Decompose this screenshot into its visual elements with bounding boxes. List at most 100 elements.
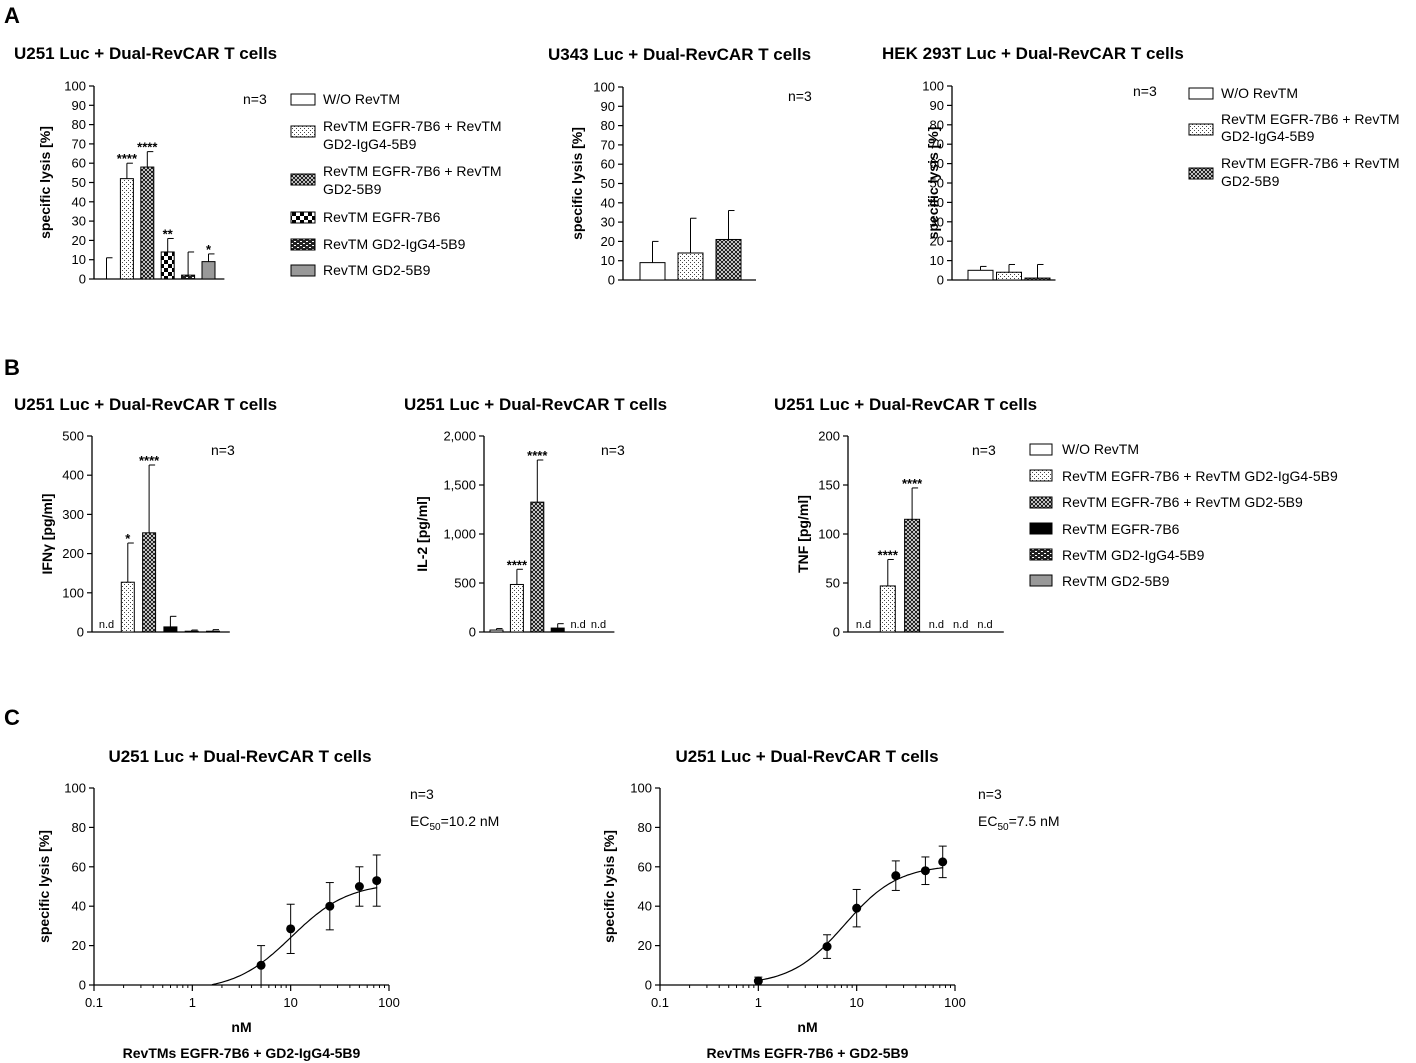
panel-label-c: C [4, 705, 20, 730]
not-detected-label: n.d [99, 619, 114, 631]
y-tick-label: 100 [64, 79, 86, 94]
legend-swatch-egfr-igg4 [1029, 469, 1053, 482]
chart-c1-dose-response-igg4: U251 Luc + Dual-RevCAR T cells n=3 EC50=10… [36, 747, 499, 1061]
y-tick-label: 40 [72, 899, 86, 914]
n-label: n=3 [1133, 83, 1157, 99]
bar [509, 583, 524, 633]
x-tick-label: 0.1 [85, 995, 103, 1010]
legend-label-wo: W/O RevTM [1062, 441, 1139, 457]
y-tick-label: 100 [630, 781, 652, 796]
significance-label: * [206, 242, 212, 257]
legend-swatch-wo [290, 93, 316, 106]
bar [550, 627, 565, 633]
bar [715, 238, 742, 281]
legend-a3: W/O RevTM RevTM EGFR-7B6 + RevTM GD2-IgG… [1188, 85, 1400, 189]
y-tick-label: 80 [601, 118, 615, 133]
data-point [852, 903, 862, 913]
y-tick-label: 60 [601, 157, 615, 172]
legend-swatch-egfr [290, 211, 316, 224]
y-tick-label: 30 [601, 215, 615, 230]
x-axis-subtitle: RevTMs EGFR-7B6 + GD2-5B9 [707, 1045, 909, 1061]
bar [163, 626, 178, 633]
chart-title: U251 Luc + Dual-RevCAR T cells [108, 747, 371, 766]
y-tick-label: 1,000 [443, 527, 476, 542]
n-label: n=3 [601, 442, 625, 458]
y-tick-label: 50 [72, 175, 86, 190]
legend-label-egfr-igg4-line2: GD2-IgG4-5B9 [323, 136, 417, 152]
legend-label-wo: W/O RevTM [1221, 85, 1298, 101]
y-tick-label: 500 [62, 429, 84, 444]
significance-label: **** [878, 547, 899, 562]
bar [119, 178, 134, 280]
y-tick-label: 100 [818, 527, 840, 542]
not-detected-label: n.d [570, 619, 585, 631]
x-tick-label: 10 [283, 995, 297, 1010]
n-label: n=3 [972, 442, 996, 458]
legend-swatch-egfr-5b9 [1029, 496, 1053, 509]
panel-label-a: A [4, 3, 20, 28]
bar [530, 501, 545, 633]
legend-a1: W/O RevTM RevTM EGFR-7B6 + RevTM GD2-IgG… [290, 91, 502, 278]
legend-label-egfr: RevTM EGFR-7B6 [1062, 521, 1180, 537]
data-point [325, 901, 335, 911]
significance-label: **** [139, 453, 160, 468]
data-point [920, 866, 930, 876]
y-tick-label: 20 [601, 234, 615, 249]
y-tick-label: 70 [930, 137, 944, 152]
legend-label-gd2: RevTM GD2-5B9 [323, 262, 431, 278]
chart-title: U251 Luc + Dual-RevCAR T cells [774, 395, 1037, 414]
y-tick-label: 60 [72, 156, 86, 171]
y-tick-label: 20 [638, 938, 652, 953]
not-detected-label: n.d [856, 619, 871, 631]
y-tick-label: 70 [601, 137, 615, 152]
data-point [372, 876, 382, 886]
y-tick-label: 90 [930, 98, 944, 113]
x-axis-subtitle: RevTMs EGFR-7B6 + GD2-IgG4-5B9 [123, 1045, 361, 1061]
y-tick-label: 40 [601, 195, 615, 210]
chart-title: HEK 293T Luc + Dual-RevCAR T cells [882, 44, 1184, 63]
y-tick-label: 500 [454, 576, 476, 591]
legend-swatch-egfr [1029, 522, 1053, 535]
legend-label-egfr-igg4-line2: GD2-IgG4-5B9 [1221, 128, 1315, 144]
bar [140, 166, 155, 280]
bar [489, 629, 504, 633]
y-tick-label: 0 [77, 625, 84, 640]
y-tick-label: 40 [638, 899, 652, 914]
y-tick-label: 70 [72, 136, 86, 151]
y-axis-label: TNF [pg/ml] [795, 495, 811, 573]
legend-swatch-wo [1188, 87, 1214, 100]
y-axis-label: IL-2 [pg/ml] [414, 496, 430, 571]
n-label: n=3 [243, 91, 267, 107]
not-detected-label: n.d [953, 619, 968, 631]
legend-swatch-egfr-igg4 [290, 125, 316, 138]
legend-swatch-igg4 [1029, 548, 1053, 561]
bar [142, 532, 157, 633]
chart-a2-u343-lysis: U343 Luc + Dual-RevCAR T cells n=3 0 10 20 30… [548, 45, 812, 288]
y-tick-label: 300 [62, 507, 84, 522]
chart-b1-ifng: U251 Luc + Dual-RevCAR T cells n=3 0 100 200… [14, 395, 277, 640]
n-label: n=3 [211, 442, 235, 458]
y-tick-label: 0 [645, 978, 652, 993]
legend-label-egfr-5b9-line1: RevTM EGFR-7B6 + RevTM [1221, 155, 1400, 171]
y-axis-label: specific lysis [%] [569, 127, 585, 240]
bar [1024, 277, 1051, 281]
chart-b3-tnf: U251 Luc + Dual-RevCAR T cells n=3 0 50 100 1… [774, 395, 1037, 640]
legend-swatch-egfr-5b9 [1188, 167, 1214, 180]
chart-title: U343 Luc + Dual-RevCAR T cells [548, 45, 811, 64]
x-tick-label: 100 [378, 995, 400, 1010]
bar [120, 581, 135, 633]
data-point [822, 942, 832, 952]
legend-swatch-egfr-igg4 [1188, 123, 1214, 136]
x-tick-label: 1 [189, 995, 196, 1010]
x-tick-label: 100 [944, 995, 966, 1010]
y-axis-label: IFNγ [pg/ml] [39, 494, 55, 575]
legend-label-igg4: RevTM GD2-IgG4-5B9 [323, 236, 466, 252]
legend-label-egfr-igg4-line1: RevTM EGFR-7B6 + RevTM [1221, 111, 1400, 127]
significance-label: **** [137, 140, 158, 155]
fit-curve [211, 887, 378, 986]
ec50-label: EC50=10.2 nM [410, 813, 499, 833]
ec50-label: EC50=7.5 nM [978, 813, 1060, 833]
legend-label-egfr-5b9-line2: GD2-5B9 [323, 181, 382, 197]
y-tick-label: 40 [930, 195, 944, 210]
bar [160, 251, 175, 280]
